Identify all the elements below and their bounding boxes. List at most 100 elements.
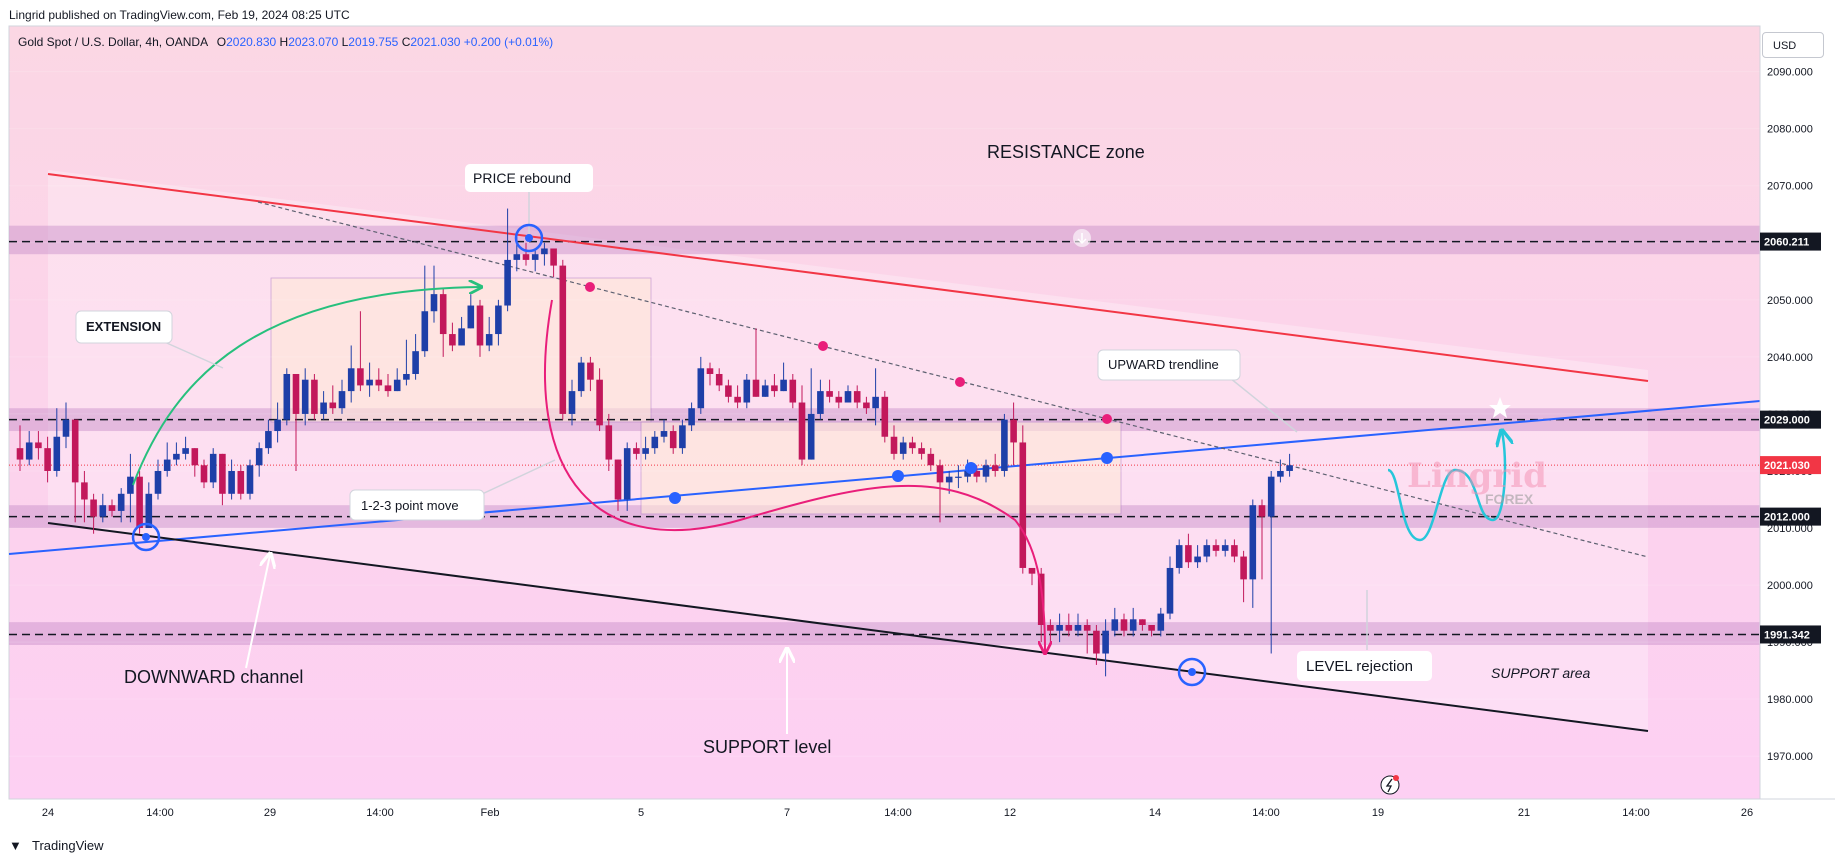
currency-button[interactable]: USD — [1762, 32, 1824, 58]
candle-body — [1056, 625, 1063, 631]
candle-body — [651, 436, 659, 449]
candle-body — [265, 431, 272, 449]
level-rejection-label: LEVEL rejection — [1306, 658, 1413, 675]
candle-body — [90, 499, 97, 517]
candle-body — [338, 391, 346, 409]
open-value: 2020.830 — [226, 35, 277, 49]
range-box-1 — [270, 277, 652, 423]
candle-body — [467, 305, 475, 329]
candle-body — [826, 391, 833, 397]
x-tick-label: 19 — [1372, 807, 1384, 819]
candle-body — [541, 248, 548, 255]
trendline-dot-4 — [1101, 452, 1113, 464]
candle-body — [154, 470, 162, 494]
x-tick-label: 7 — [784, 807, 790, 819]
upward-trendline — [8, 400, 1761, 555]
projection-path — [1387, 432, 1505, 542]
candle-body — [679, 425, 686, 449]
markers — [131, 223, 1511, 795]
candle-body — [835, 396, 843, 403]
candle-body — [844, 391, 852, 403]
rebound-circle-marker — [514, 223, 544, 253]
candle-body — [715, 373, 723, 386]
resistance-zone-label: RESISTANCE zone — [987, 142, 1145, 162]
star-icon — [1489, 397, 1511, 418]
x-tick-label: 12 — [1004, 807, 1016, 819]
time-axis[interactable] — [9, 799, 1760, 829]
zone-band-3 — [9, 622, 1760, 645]
candle-body — [918, 448, 925, 454]
candle-body — [301, 379, 309, 414]
symbol-info-line: Gold Spot / U.S. Dollar, 4h, OANDA O2020… — [18, 35, 553, 49]
candle-body — [16, 448, 24, 460]
support-touch-dot — [1188, 668, 1196, 676]
y-tick-label: 2080.000 — [1767, 124, 1813, 136]
channel-touch-circle — [131, 522, 161, 552]
symbol-name: Gold Spot / U.S. Dollar, 4h, OANDA — [18, 35, 208, 49]
candle-body — [734, 396, 741, 403]
candle-body — [771, 385, 778, 392]
pivot-dot-1 — [585, 282, 595, 292]
candle-body — [476, 305, 484, 346]
candle-body — [1083, 625, 1091, 631]
candle-body — [1047, 625, 1054, 631]
candle-body — [1286, 465, 1293, 471]
candle-body — [449, 334, 456, 346]
candle-body — [1258, 505, 1266, 517]
candle-body — [292, 373, 300, 414]
close-label: C — [401, 35, 411, 49]
candle-body — [577, 362, 585, 392]
x-tick-label: 24 — [42, 807, 54, 819]
range-box-2 — [640, 421, 1122, 515]
candle-body — [587, 362, 594, 380]
dashed-downtrend-line — [257, 201, 1649, 558]
low-label: L — [341, 35, 349, 49]
x-tick-label: Feb — [481, 807, 500, 819]
candle-body — [393, 379, 401, 392]
arrow-down-icon-glyph — [1077, 233, 1087, 245]
candle-body — [761, 385, 769, 397]
candle-body — [991, 465, 999, 471]
candle-body — [375, 379, 383, 386]
candle-body — [320, 402, 327, 414]
footer: ▼ TradingView — [0, 829, 1835, 861]
candle-body — [605, 425, 613, 460]
pivot-dot-2 — [818, 341, 828, 351]
publish-text: Lingrid published on TradingView.com, Fe… — [9, 8, 350, 22]
candle-body — [485, 334, 493, 346]
x-tick-label: 5 — [638, 807, 644, 819]
candle-body — [955, 476, 962, 478]
candle-body — [283, 373, 291, 420]
candle-body — [99, 505, 107, 517]
y-tick-label: 2000.000 — [1767, 580, 1813, 592]
current-price-tag — [1760, 456, 1821, 475]
candle-body — [568, 391, 576, 414]
candle-body — [743, 379, 751, 403]
low-value: 2019.755 — [348, 35, 399, 49]
current-price-label: 2021.030 — [1764, 460, 1810, 472]
support-area-label: SUPPORT area — [1491, 665, 1591, 681]
candle-body — [366, 379, 373, 386]
candle-body — [669, 431, 677, 449]
candle-body — [1019, 442, 1027, 568]
point-move-box — [349, 489, 485, 521]
pivot-dot-3 — [955, 377, 965, 387]
candle-body — [725, 385, 732, 397]
y-tick-label: 2090.000 — [1767, 67, 1813, 79]
candle-body — [1111, 619, 1119, 631]
level-rejection-box — [1297, 651, 1432, 681]
candle-body — [145, 493, 153, 529]
candle-body — [81, 482, 88, 500]
extension-label: EXTENSION — [86, 319, 161, 334]
candle-body — [798, 402, 806, 460]
channel-support-line — [47, 522, 1649, 732]
candle-body — [35, 442, 42, 449]
x-tick-label: 14:00 — [884, 807, 912, 819]
candle-body — [1148, 625, 1155, 631]
candle-body — [909, 442, 916, 449]
trendline-dot-3 — [965, 462, 977, 474]
price-rebound-label: PRICE rebound — [473, 170, 571, 186]
high-value: 2023.070 — [288, 35, 339, 49]
watermark-line2: FOREX — [1485, 491, 1534, 507]
